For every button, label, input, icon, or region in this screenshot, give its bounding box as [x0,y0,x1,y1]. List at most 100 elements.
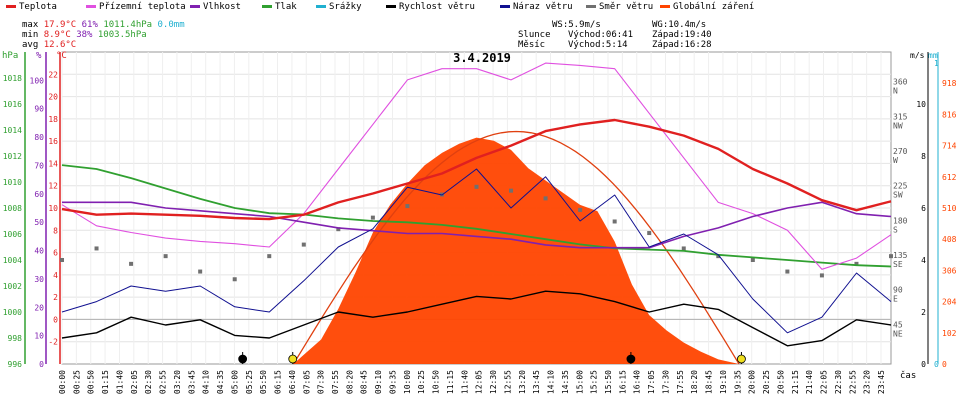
stats-min-hum: 38% [76,30,93,40]
legend-item: Náraz větru [500,2,573,12]
axis-tick-percent: 90 [34,105,44,114]
axis-tick-wm2: 510 [942,204,957,213]
wind-direction-point [543,196,548,201]
axis-tick-percent: 100 [30,76,45,85]
axis-tick-ms: 2 [921,308,926,317]
legend-swatch [386,5,396,8]
axis-tick-wm2: 918 [942,79,957,88]
x-tick-label: 04:10 [202,370,211,394]
x-tick-label: 21:40 [805,370,814,394]
stats-avg-row: avg 12.6°C [22,40,76,50]
axis-tick-percent: 50 [34,218,44,227]
legend-item: Srážky [316,2,362,12]
axis-tick-direction-label: S [893,225,898,234]
x-tick-label: 13:45 [532,370,541,394]
series-temperature-line [61,118,892,221]
x-tick-label: 14:35 [561,370,570,394]
x-tick-label: 08:45 [360,370,369,394]
x-tick-label: 22:30 [834,370,843,394]
axis-tick-ms: 10 [916,100,926,109]
axis-tick-hpa: 1016 [3,100,22,109]
x-tick-label: 09:10 [374,370,383,394]
legend-swatch [86,5,96,8]
x-tick-label: 16:40 [633,370,642,394]
wind-direction-point [232,277,237,282]
sunset-time: Západ:19:40 [652,30,712,40]
axis-tick-celsius: 0 [53,315,58,324]
axis-tick-celsius: 8 [53,226,58,235]
wind-direction-point [60,258,64,262]
legend-label: Směr větru [599,2,654,12]
x-tick-label: 17:05 [647,370,656,394]
axis-tick-direction: 45 [893,320,903,329]
axis-tick-wm2: 612 [942,173,957,182]
stats-max-hum: 61% [81,20,98,30]
x-tick-label: 12:30 [489,370,498,394]
axis-tick-direction: 180 [893,216,908,225]
x-tick-label: 15:00 [575,370,584,394]
axis-tick-wm2: 714 [942,142,957,151]
legend-swatch [500,5,510,8]
axis-tick-percent: 20 [34,303,44,312]
stats-min-row: min 8.9°C 38% 1003.5hPa [22,30,147,40]
legend-label: Náraz větru [513,2,573,12]
sunrise-time: Východ:06:41 [568,30,634,40]
legend-item: Směr větru [586,2,653,12]
axis-title-ms: m/s [910,51,925,60]
axis-tick-percent: 80 [34,133,44,142]
series-wind-gust-line [61,168,892,334]
axis-tick-percent: 0 [39,360,44,369]
x-axis-title: čas [900,370,916,381]
wind-direction-point [509,188,514,193]
axis-tick-percent: 70 [34,161,44,170]
legend-label: Teplota [19,2,57,12]
axis-tick-mm: 0 [934,360,939,369]
axis-tick-direction: 90 [893,286,903,295]
wind-direction-point [854,261,859,266]
x-tick-label: 05:50 [259,370,268,394]
axis-tick-hpa: 1000 [3,308,22,317]
axis-tick-celsius: 6 [53,249,58,258]
x-tick-label: 22:05 [820,370,829,394]
axis-tick-percent: 30 [34,275,44,284]
stats-min-press: 1003.5hPa [97,30,147,40]
wind-gust-summary: WG:10.4m/s [652,20,707,30]
axis-tick-hpa: 996 [8,360,23,369]
axis-tick-ms: 8 [921,152,926,161]
series-wind-speed-line [61,290,892,347]
axis-tick-hpa: 1002 [3,282,22,291]
axis-tick-hpa: 1010 [3,178,22,187]
axis-tick-celsius: 20 [48,93,58,102]
wind-direction-point [336,227,341,232]
legend-label: Rychlost větru [399,2,475,12]
x-tick-label: 20:50 [776,370,785,394]
axis-tick-direction-label: NW [893,121,903,130]
moon-label: Měsíc [518,40,546,50]
stats-max-row: max 17.9°C 61% 1011.4hPa 0.0mm [22,20,185,30]
axis-tick-celsius: 22 [48,70,58,79]
sunrise-marker [288,354,298,364]
x-tick-label: 02:05 [130,370,139,394]
axis-tick-celsius: 18 [48,115,58,124]
x-tick-label: 00:50 [87,370,96,394]
moonrise-time: Východ:5:14 [568,40,628,50]
x-tick-label: 10:25 [417,370,426,394]
x-tick-label: 06:15 [274,370,283,394]
x-tick-label: 18:20 [690,370,699,394]
x-tick-label: 19:35 [733,370,742,394]
axis-tick-direction: 135 [893,251,908,260]
x-tick-label: 22:55 [848,370,857,394]
axis-tick-hpa: 998 [8,334,23,343]
wind-speed-summary: WS:5.9m/s [552,20,601,30]
x-tick-label: 05:25 [245,370,254,394]
axis-tick-hpa: 1006 [3,230,22,239]
axis-tick-mm: 1 [934,59,939,68]
x-tick-label: 05:00 [230,370,239,394]
axis-tick-wm2: 408 [942,235,957,244]
x-tick-label: 10:00 [403,370,412,394]
moonrise-marker [238,354,248,364]
axis-title-hpa: hPa [2,51,18,61]
legend-item: Globální záření [660,2,754,12]
wind-direction-point [819,273,824,278]
legend-item: Rychlost větru [386,2,475,12]
